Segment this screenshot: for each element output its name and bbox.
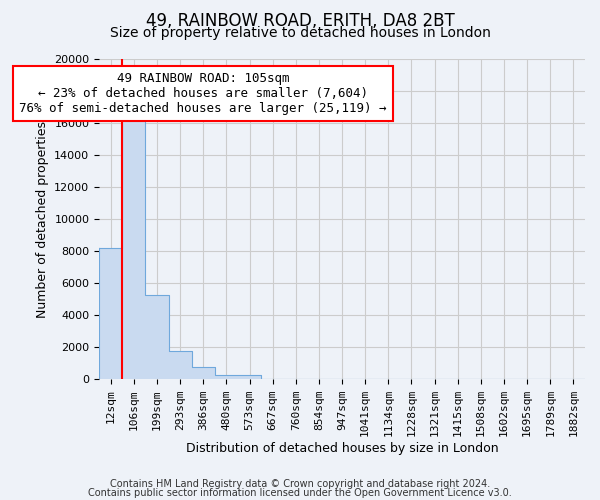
Text: Size of property relative to detached houses in London: Size of property relative to detached ho… [110,26,490,40]
Text: Contains public sector information licensed under the Open Government Licence v3: Contains public sector information licen… [88,488,512,498]
Text: 49, RAINBOW ROAD, ERITH, DA8 2BT: 49, RAINBOW ROAD, ERITH, DA8 2BT [146,12,454,30]
Text: 49 RAINBOW ROAD: 105sqm
← 23% of detached houses are smaller (7,604)
76% of semi: 49 RAINBOW ROAD: 105sqm ← 23% of detache… [19,72,387,115]
X-axis label: Distribution of detached houses by size in London: Distribution of detached houses by size … [186,442,499,455]
Text: Contains HM Land Registry data © Crown copyright and database right 2024.: Contains HM Land Registry data © Crown c… [110,479,490,489]
Y-axis label: Number of detached properties: Number of detached properties [36,120,49,318]
